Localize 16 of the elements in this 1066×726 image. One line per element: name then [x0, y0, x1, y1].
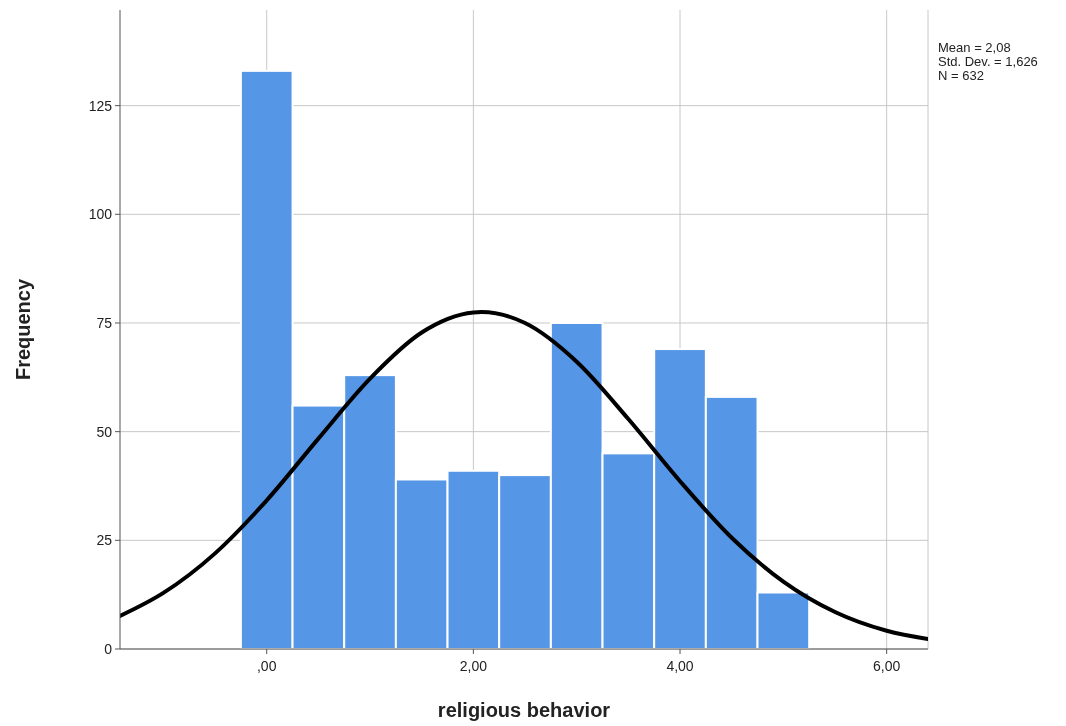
y-tick-label: 125: [88, 97, 113, 114]
text: Mean = 2,08: [938, 40, 1011, 55]
x-axis-title: religious behavior: [437, 699, 611, 721]
y-tick-label: 100: [88, 206, 113, 223]
x-tick-label: 6,00: [873, 658, 901, 674]
y-axis-title: Frequency: [12, 278, 34, 381]
x-tick-label: ,00: [256, 658, 277, 674]
y-tick-label: 25: [96, 532, 113, 549]
line-series: [120, 310, 928, 641]
y-tick-label: 75: [96, 314, 113, 331]
y-tick-label: 50: [96, 423, 113, 440]
x-tick-label: 4,00: [666, 658, 694, 674]
text: N = 632: [938, 68, 984, 83]
x-tick-label: 2,00: [459, 658, 488, 674]
text: Std. Dev. = 1,626: [938, 54, 1038, 69]
y-tick-label: 0: [104, 640, 113, 657]
